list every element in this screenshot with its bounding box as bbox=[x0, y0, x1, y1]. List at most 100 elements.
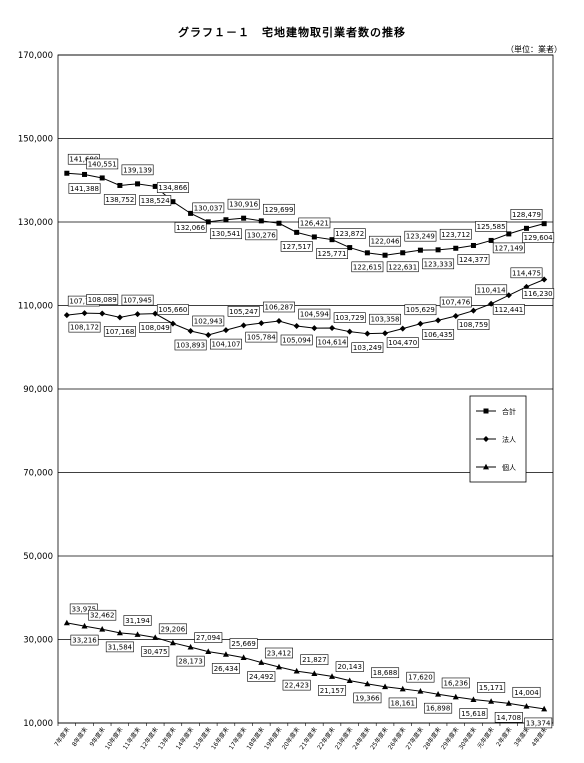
data-label: 17,620 bbox=[406, 671, 435, 683]
data-label: 123,712 bbox=[439, 228, 472, 240]
svg-text:17,620: 17,620 bbox=[408, 674, 433, 682]
data-point bbox=[169, 639, 176, 646]
data-label: 114,475 bbox=[510, 267, 543, 279]
data-point bbox=[222, 327, 229, 334]
data-label: 31,584 bbox=[105, 641, 134, 653]
data-point bbox=[399, 325, 406, 332]
unit-label: （単位：業者） bbox=[506, 45, 562, 54]
svg-text:28,173: 28,173 bbox=[178, 658, 203, 666]
svg-text:103,249: 103,249 bbox=[353, 344, 382, 352]
series-square bbox=[64, 170, 547, 258]
svg-text:26,434: 26,434 bbox=[214, 665, 239, 673]
data-label: 128,479 bbox=[510, 209, 543, 220]
data-label: 104,470 bbox=[386, 337, 419, 348]
data-label: 106,435 bbox=[422, 329, 455, 340]
data-label: 13,374 bbox=[524, 717, 553, 729]
data-label: 16,898 bbox=[424, 702, 453, 714]
svg-text:104,470: 104,470 bbox=[388, 339, 417, 347]
svg-text:123,333: 123,333 bbox=[424, 260, 453, 268]
legend-entry: 合計 bbox=[476, 407, 516, 416]
data-label: 122,046 bbox=[369, 235, 402, 247]
series-diamond bbox=[63, 276, 548, 338]
data-label: 127,517 bbox=[280, 241, 313, 252]
data-point bbox=[400, 250, 406, 256]
data-point bbox=[382, 683, 389, 690]
svg-text:116,230: 116,230 bbox=[524, 290, 553, 298]
svg-text:104,614: 104,614 bbox=[318, 338, 347, 346]
svg-text:125,771: 125,771 bbox=[318, 250, 347, 258]
svg-text:122,046: 122,046 bbox=[371, 238, 400, 246]
data-label: 105,094 bbox=[280, 334, 313, 346]
svg-text:105,094: 105,094 bbox=[282, 336, 311, 344]
y-tick-label: 170,000 bbox=[18, 51, 53, 61]
data-point bbox=[505, 700, 512, 706]
data-label: 33,216 bbox=[70, 634, 99, 646]
data-label: 130,916 bbox=[227, 198, 260, 210]
data-point bbox=[240, 654, 247, 660]
data-label: 134,866 bbox=[156, 182, 189, 193]
data-label: 19,366 bbox=[353, 692, 382, 704]
data-label: 108,089 bbox=[86, 294, 119, 305]
data-point bbox=[541, 221, 547, 227]
y-tick-label: 10,000 bbox=[23, 719, 53, 729]
data-point bbox=[470, 696, 477, 702]
data-point bbox=[134, 311, 141, 318]
data-point bbox=[488, 300, 495, 307]
data-label: 123,249 bbox=[404, 230, 437, 242]
svg-text:20,143: 20,143 bbox=[337, 663, 362, 671]
data-label: 141,388 bbox=[68, 183, 101, 194]
svg-text:130,916: 130,916 bbox=[229, 201, 258, 209]
data-label: 110,414 bbox=[475, 284, 508, 296]
data-point bbox=[329, 324, 336, 331]
data-label: 132,066 bbox=[174, 222, 207, 233]
data-point bbox=[311, 670, 318, 677]
data-label: 28,173 bbox=[176, 655, 205, 667]
data-label: 107,476 bbox=[439, 296, 472, 308]
data-label: 108,172 bbox=[68, 321, 101, 333]
data-label: 130,541 bbox=[209, 228, 242, 240]
data-label: 140,551 bbox=[86, 158, 119, 170]
data-label: 33,975 bbox=[69, 603, 98, 615]
data-point bbox=[134, 631, 141, 637]
x-tick-label: 4年度末 bbox=[530, 726, 549, 748]
legend-label: 個人 bbox=[502, 463, 516, 472]
svg-text:125,585: 125,585 bbox=[477, 223, 506, 231]
data-point bbox=[222, 651, 229, 657]
x-tick-label: 7年度末 bbox=[52, 726, 71, 748]
svg-text:127,149: 127,149 bbox=[494, 244, 523, 252]
svg-text:112,441: 112,441 bbox=[494, 306, 523, 314]
data-label: 122,615 bbox=[351, 261, 384, 273]
data-point bbox=[311, 325, 318, 332]
data-point bbox=[116, 314, 123, 321]
svg-text:14,708: 14,708 bbox=[497, 714, 522, 722]
data-point bbox=[135, 181, 141, 187]
svg-text:18,161: 18,161 bbox=[390, 699, 415, 707]
data-point bbox=[452, 313, 459, 320]
y-tick-label: 50,000 bbox=[23, 552, 53, 562]
data-label: 104,107 bbox=[209, 338, 242, 350]
svg-text:129,699: 129,699 bbox=[265, 206, 294, 214]
data-label: 138,752 bbox=[103, 194, 136, 205]
data-point bbox=[506, 231, 512, 237]
svg-text:107,168: 107,168 bbox=[105, 328, 134, 336]
data-point bbox=[223, 217, 229, 223]
svg-text:126,421: 126,421 bbox=[300, 219, 329, 227]
data-label: 26,434 bbox=[211, 663, 240, 674]
data-point bbox=[364, 330, 371, 337]
svg-text:107,476: 107,476 bbox=[441, 299, 470, 307]
data-point bbox=[347, 245, 353, 251]
data-point bbox=[205, 331, 212, 338]
data-label: 116,230 bbox=[522, 288, 555, 299]
data-label: 105,629 bbox=[404, 304, 437, 316]
data-point bbox=[294, 229, 300, 235]
svg-text:15,618: 15,618 bbox=[461, 710, 486, 718]
data-point bbox=[241, 215, 247, 221]
x-tick-label: 8年度末 bbox=[70, 726, 89, 748]
y-tick-label: 30,000 bbox=[23, 636, 53, 646]
svg-text:130,541: 130,541 bbox=[211, 230, 240, 238]
data-label: 23,412 bbox=[264, 647, 293, 659]
svg-text:141,680: 141,680 bbox=[69, 156, 98, 164]
svg-text:138,752: 138,752 bbox=[105, 196, 134, 204]
data-point bbox=[483, 463, 489, 470]
